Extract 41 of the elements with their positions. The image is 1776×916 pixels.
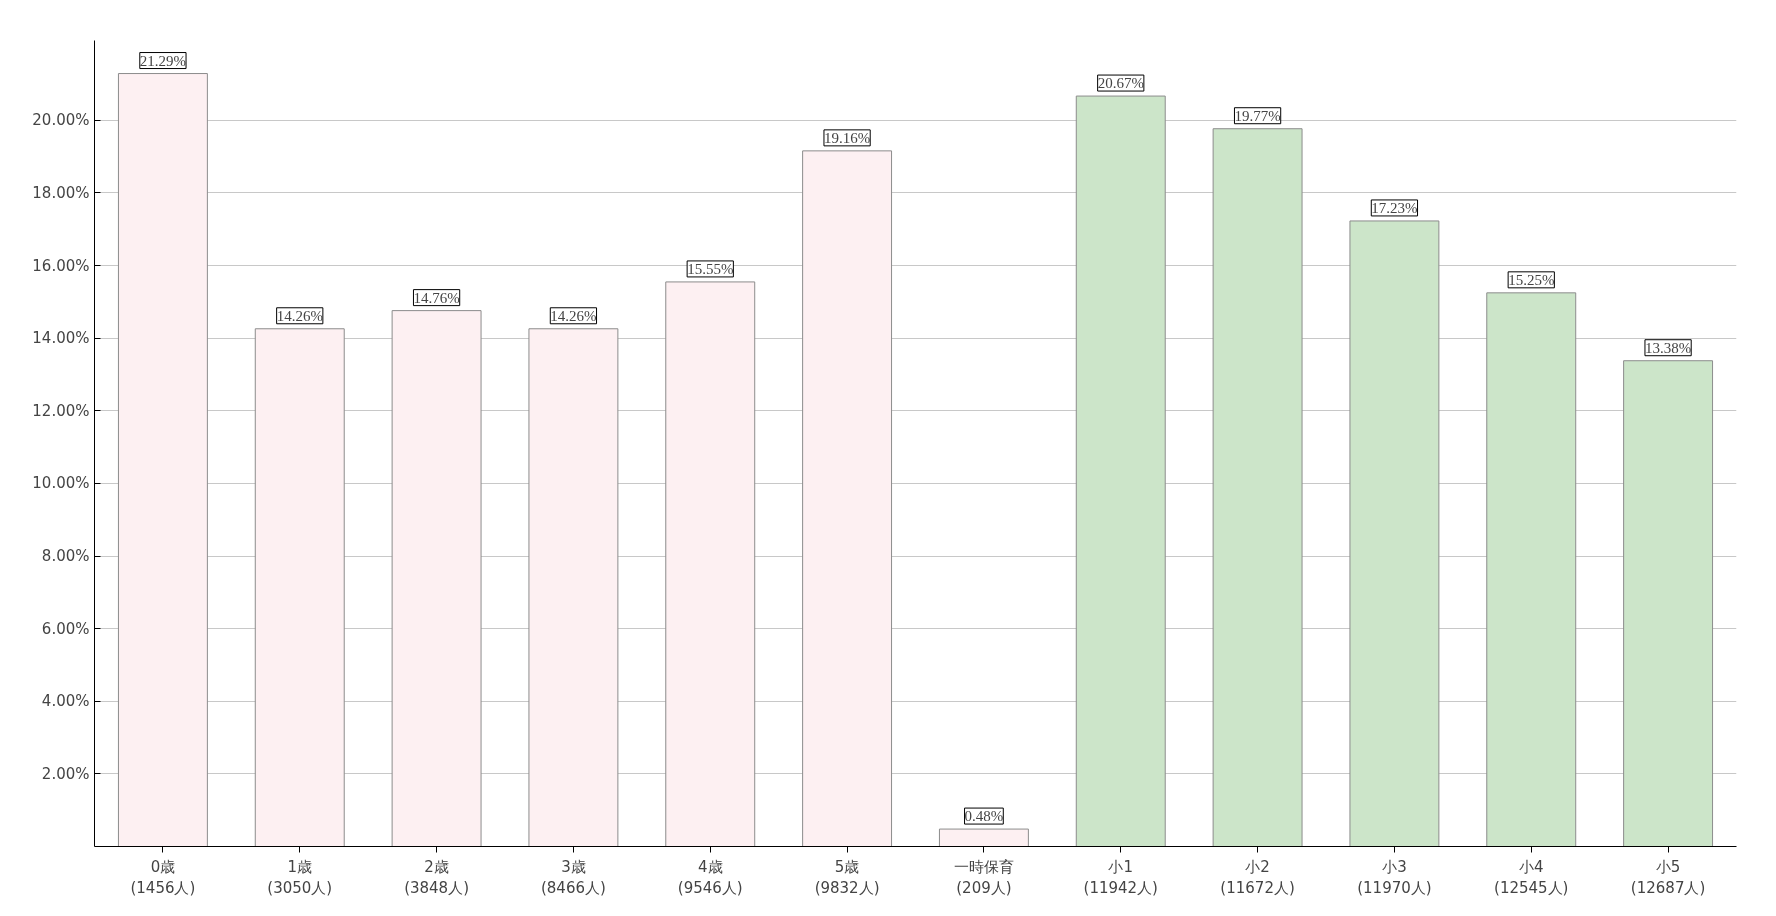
y-tick-label: 10.00% <box>32 474 90 493</box>
x-tick-label: 一時保育 (209人) <box>953 857 1014 898</box>
y-tick-label: 12.00% <box>32 401 90 420</box>
y-tick-label: 6.00% <box>41 619 90 638</box>
y-tick-label: 14.00% <box>32 329 90 348</box>
y-tick-label: 16.00% <box>32 256 90 275</box>
bar <box>665 281 756 847</box>
bar <box>1349 220 1440 847</box>
bar <box>1212 128 1303 847</box>
y-tick-label: 2.00% <box>41 764 90 783</box>
x-tick-label: 3歳 (8466人) <box>540 857 606 898</box>
bar <box>1486 292 1577 847</box>
bar <box>391 310 482 847</box>
data-label: 15.25% <box>1508 271 1555 288</box>
data-label: 15.55% <box>687 260 734 277</box>
x-tick-label: 小1 (11942人) <box>1083 857 1158 898</box>
bar <box>938 828 1029 847</box>
x-tick-label: 1歳 (3050人) <box>267 857 333 898</box>
data-label: 19.16% <box>823 129 871 146</box>
x-tick-label: 小5 (12687人) <box>1630 857 1706 898</box>
x-tick-label: 2歳 (3848人) <box>404 857 470 898</box>
y-tick-label: 8.00% <box>41 547 90 566</box>
x-tick-label: 小2 (11672人) <box>1220 857 1295 898</box>
bar <box>802 150 893 847</box>
bar <box>254 328 345 847</box>
y-tick-label: 20.00% <box>32 111 90 130</box>
x-tick-label: 小3 (11970人) <box>1357 857 1432 898</box>
x-tick-label: 5歳 (9832人) <box>814 857 880 898</box>
x-tick-label: 小4 (12545人) <box>1494 857 1569 898</box>
data-label: 14.26% <box>550 307 597 324</box>
bar <box>1623 360 1714 847</box>
bar <box>528 328 619 847</box>
data-label: 17.23% <box>1371 199 1418 216</box>
x-tick-label: 0歳 (1456人) <box>130 857 196 898</box>
x-tick-label: 4歳 (9546人) <box>677 857 743 898</box>
y-tick-label: 18.00% <box>32 183 90 202</box>
y-tick-label: 4.00% <box>41 692 90 711</box>
bar <box>117 73 208 847</box>
data-label: 13.38% <box>1644 339 1692 356</box>
data-label: 0.48% <box>964 808 1004 825</box>
bar <box>1075 95 1166 847</box>
